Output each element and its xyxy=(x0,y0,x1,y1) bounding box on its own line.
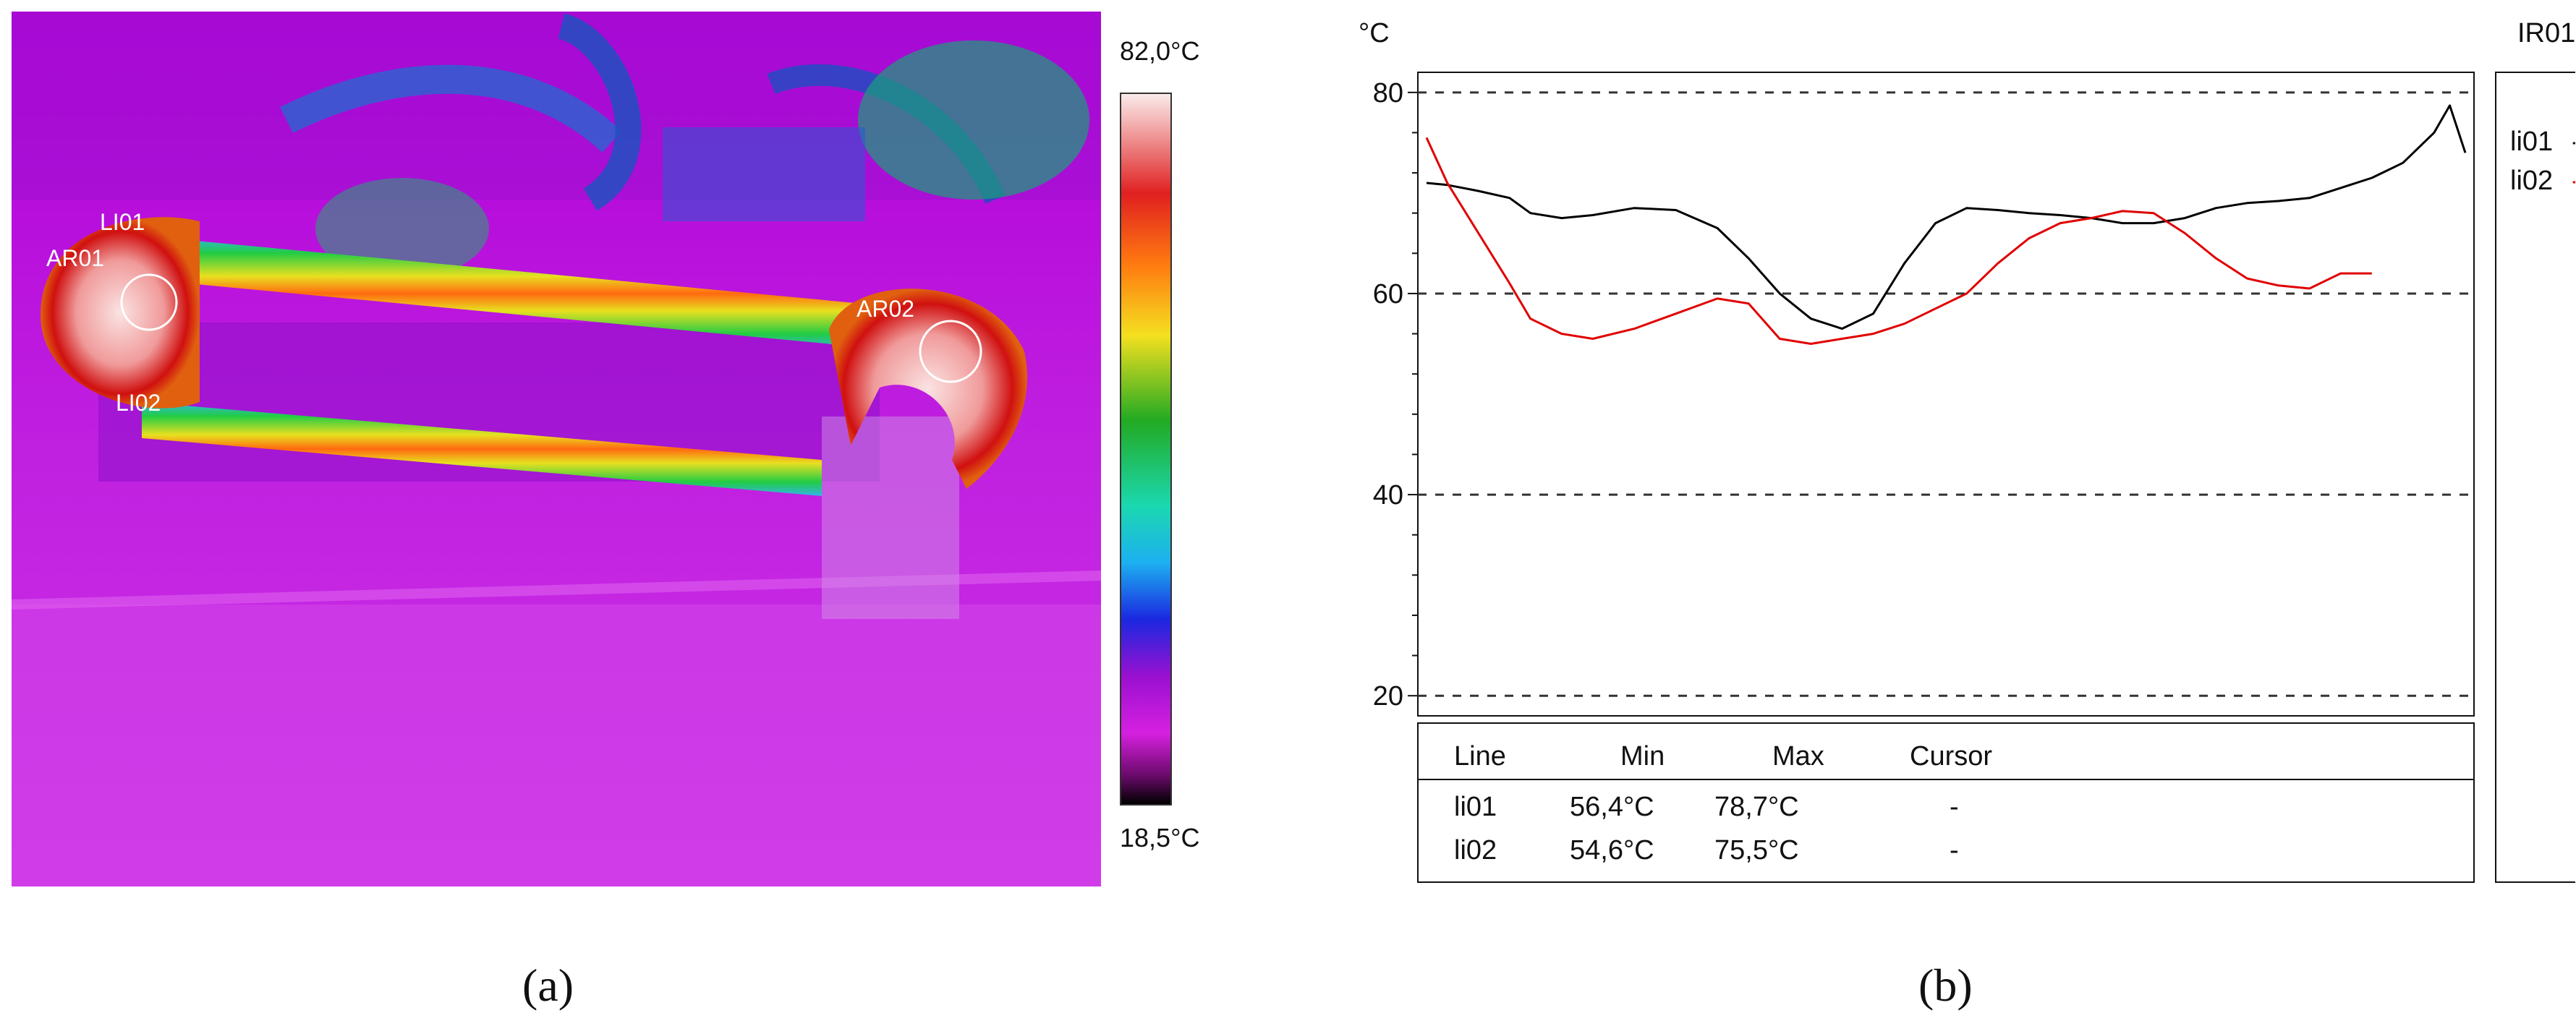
ytick-label-40: 40 xyxy=(1373,480,1403,510)
caption-b: (b) xyxy=(1918,960,1973,1011)
legend-li01-marker: - xyxy=(2572,127,2575,157)
table-cell-li02-cursor: - xyxy=(1950,835,1959,866)
series-line-li01 xyxy=(1426,104,2467,330)
table-header-min: Min xyxy=(1620,741,1665,772)
legend-li02-label: li02 xyxy=(2510,166,2553,196)
table-cell-li02-max: 75,5°C xyxy=(1714,835,1799,866)
ytick-label-20: 20 xyxy=(1373,681,1403,712)
ytick-label-60: 60 xyxy=(1373,279,1403,309)
table-header-line: Line xyxy=(1454,741,1506,772)
color-scale-bar xyxy=(1120,93,1172,806)
table-header-max: Max xyxy=(1772,741,1824,772)
legend-li01-label: li01 xyxy=(2510,127,2553,157)
annotation-ar01: AR01 xyxy=(46,245,104,271)
table-header-cursor: Cursor xyxy=(1910,741,1992,772)
stats-table xyxy=(1417,722,2475,883)
caption-a: (a) xyxy=(522,960,574,1011)
legend-li02-marker: - xyxy=(2572,166,2575,196)
window-id-label: IR01 xyxy=(2517,18,2575,48)
table-cell-li02-min: 54,6°C xyxy=(1570,835,1654,866)
table-cell-li01-max: 78,7°C xyxy=(1714,792,1799,822)
table-cell-li01-cursor: - xyxy=(1950,792,1959,822)
annotation-li02: LI02 xyxy=(116,390,161,416)
table-cell-li01-line: li01 xyxy=(1454,792,1497,822)
thermal-image: LI01 AR01 LI02 AR02 xyxy=(12,12,1101,886)
annotation-li01: LI01 xyxy=(100,209,145,235)
series-line-li02 xyxy=(1425,137,2372,345)
y-axis-unit-label: °C xyxy=(1359,18,1390,48)
table-cell-li01-min: 56,4°C xyxy=(1570,792,1654,822)
ytick-label-80: 80 xyxy=(1373,78,1403,108)
scale-min-label: 18,5°C xyxy=(1120,823,1200,853)
scale-max-label: 82,0°C xyxy=(1120,36,1200,66)
annotation-ar02: AR02 xyxy=(856,296,914,322)
legend-box xyxy=(2495,72,2575,883)
table-cell-li02-line: li02 xyxy=(1454,835,1497,866)
